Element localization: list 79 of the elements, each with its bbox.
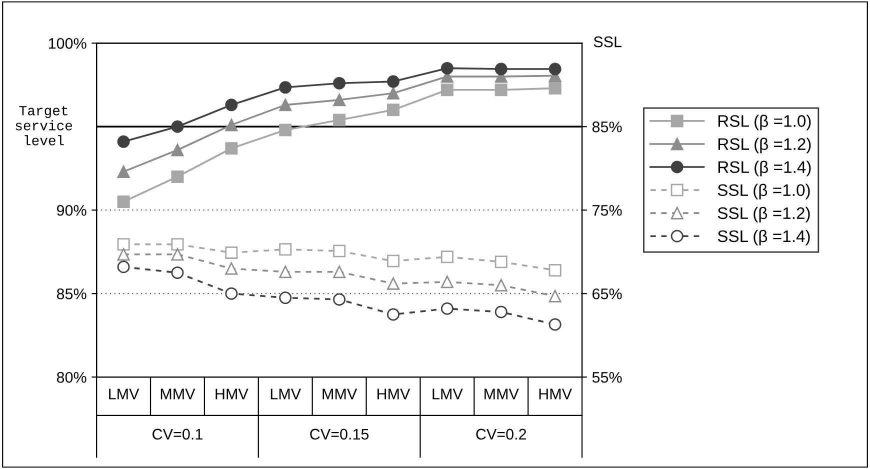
y2-tick-label: 65% bbox=[592, 288, 622, 300]
point bbox=[279, 98, 292, 112]
point bbox=[171, 266, 184, 279]
point bbox=[548, 264, 562, 276]
ref-line-label: Target service level bbox=[16, 106, 72, 146]
point bbox=[494, 278, 508, 292]
point bbox=[386, 254, 400, 268]
x-tick-label: LMV bbox=[270, 388, 301, 400]
point bbox=[117, 238, 130, 251]
legend-label: SSL (β =1.2) bbox=[718, 206, 810, 222]
point bbox=[440, 62, 454, 74]
point bbox=[279, 81, 292, 94]
y-tick-label: 80% bbox=[56, 372, 86, 383]
y2-tick-label: 75% bbox=[592, 205, 622, 216]
point bbox=[386, 75, 400, 88]
y2-tick-label: 85% bbox=[592, 122, 622, 132]
point bbox=[440, 302, 454, 315]
y-tick-label: 90% bbox=[56, 204, 86, 216]
x-tick-label: HMV bbox=[539, 388, 572, 400]
point bbox=[225, 287, 238, 300]
point bbox=[386, 308, 400, 321]
legend-label: SSL (β =1.0) bbox=[718, 184, 810, 200]
point bbox=[333, 266, 346, 278]
point bbox=[440, 84, 454, 96]
point bbox=[171, 248, 184, 261]
point bbox=[117, 165, 130, 178]
point bbox=[333, 94, 346, 106]
point bbox=[225, 142, 238, 155]
point bbox=[548, 290, 562, 302]
point bbox=[548, 62, 562, 76]
point bbox=[117, 248, 130, 261]
point bbox=[333, 244, 346, 258]
point bbox=[171, 120, 184, 133]
legend-label: RSL (β =1.0) bbox=[718, 114, 811, 130]
x-tick-label: LMV bbox=[109, 388, 140, 400]
point bbox=[225, 246, 238, 259]
point bbox=[494, 84, 508, 96]
point bbox=[386, 104, 400, 116]
point bbox=[279, 243, 292, 256]
point bbox=[279, 124, 292, 136]
point bbox=[225, 98, 238, 112]
point bbox=[333, 76, 346, 90]
point bbox=[386, 86, 400, 100]
point bbox=[548, 82, 562, 94]
y2-tick-label: 55% bbox=[592, 372, 622, 383]
point bbox=[225, 118, 238, 132]
point bbox=[117, 196, 130, 208]
point bbox=[494, 306, 508, 318]
point bbox=[333, 114, 346, 126]
point bbox=[171, 170, 184, 183]
point bbox=[440, 276, 454, 288]
point bbox=[117, 260, 130, 274]
point bbox=[171, 238, 184, 251]
legend-label: SSL (β =1.4) bbox=[718, 230, 810, 246]
point bbox=[279, 292, 292, 304]
point bbox=[171, 144, 184, 156]
point bbox=[279, 266, 292, 278]
point bbox=[117, 135, 130, 148]
y-tick-label: 100% bbox=[48, 38, 86, 49]
legend-label: RSL (β =1.2) bbox=[718, 138, 811, 154]
x-tick-label: HMV bbox=[378, 388, 410, 400]
x-tick-label: MMV bbox=[322, 388, 358, 400]
text: CV=0.1 bbox=[152, 428, 202, 440]
point bbox=[225, 262, 238, 275]
point bbox=[548, 318, 562, 331]
y2-axis-title: SSL bbox=[594, 36, 622, 48]
point bbox=[494, 62, 508, 76]
text: CV=0.2 bbox=[476, 428, 526, 440]
point bbox=[333, 293, 346, 306]
y-tick-label: 85% bbox=[56, 288, 86, 300]
x-tick-label: LMV bbox=[432, 388, 463, 400]
legend-label: RSL (β =1.4) bbox=[718, 160, 811, 176]
text: CV=0.15 bbox=[310, 428, 369, 440]
x-tick-label: MMV bbox=[160, 388, 196, 400]
point bbox=[494, 256, 508, 268]
point bbox=[386, 277, 400, 290]
point bbox=[440, 250, 454, 264]
x-tick-label: HMV bbox=[216, 388, 248, 400]
x-tick-label: MMV bbox=[484, 388, 519, 400]
